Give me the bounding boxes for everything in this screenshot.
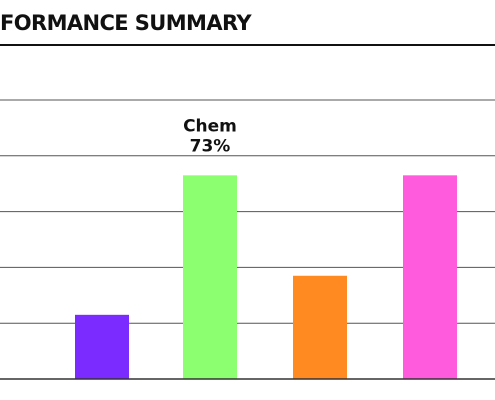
title-rule: [0, 44, 495, 46]
chart-title: FORMANCE SUMMARY: [0, 11, 252, 35]
bar-4: [403, 175, 457, 379]
bar-3: [293, 275, 347, 379]
bar-category-label: Chem: [183, 116, 237, 136]
bar-1: [75, 314, 129, 379]
bar-value-label: 73%: [190, 136, 231, 156]
bars: [75, 175, 457, 379]
bar-chem: [183, 175, 237, 379]
